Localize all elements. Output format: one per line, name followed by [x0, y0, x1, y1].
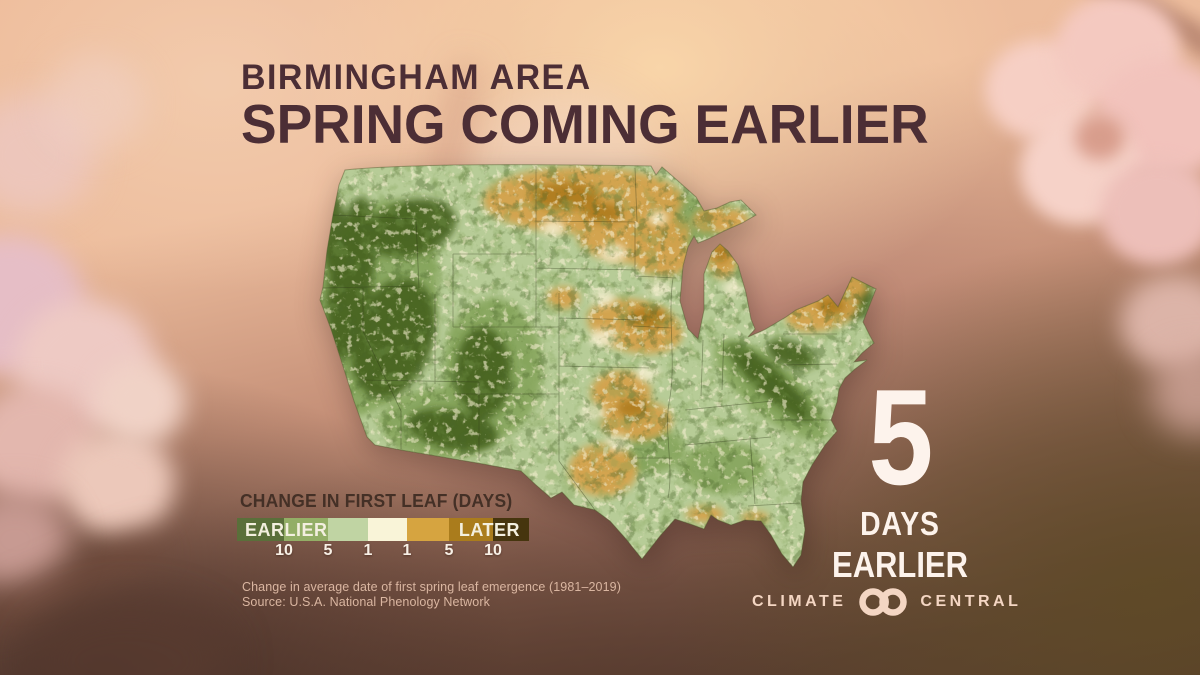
us-map-fill [320, 164, 876, 568]
us-outline [319, 164, 877, 568]
blossom-top-left-2 [45, 55, 145, 150]
logo-word-climate: CLIMATE [752, 593, 847, 610]
legend-later-label: LATER [458, 520, 520, 540]
logo-word-central: CENTRAL [920, 593, 1022, 610]
legend-tick: 1 [402, 542, 412, 559]
legend-seg-later-5 [449, 518, 493, 541]
stat-block: 5 DAYS EARLIER [824, 361, 975, 586]
page-title: SPRING COMING EARLIER [241, 93, 929, 155]
legend-seg-earlier-1 [328, 518, 368, 541]
source-note: Change in average date of first spring l… [242, 580, 621, 611]
legend-seg-earlier-10 [237, 518, 284, 541]
stat-unit-days: DAYS [860, 505, 940, 543]
stat-value: 5 [868, 361, 933, 513]
legend-seg-later-1 [407, 518, 449, 541]
blossom-left-4 [60, 430, 175, 535]
legend-seg-neutral [368, 518, 407, 541]
legend-tick: 1 [363, 542, 373, 559]
us-first-leaf-map [303, 158, 883, 578]
state-borders [320, 166, 838, 511]
source-note-line1: Change in average date of first spring l… [242, 580, 621, 594]
interlocked-rings-icon [859, 588, 908, 616]
legend-color-bar: EARLIER LATER [237, 518, 529, 541]
legend-seg-earlier-5 [284, 518, 328, 541]
legend-tick: 5 [323, 542, 333, 559]
legend-seg-later-10 [493, 518, 529, 541]
climate-central-logo: CLIMATE CENTRAL [752, 587, 1021, 617]
legend-title: CHANGE IN FIRST LEAF (DAYS) [240, 491, 513, 511]
legend-earlier-label: EARLIER [245, 520, 328, 540]
legend-tick: 5 [444, 542, 454, 559]
blossom-left-5 [95, 360, 185, 445]
legend-tick: 10 [275, 542, 293, 559]
source-note-line2: Source: U.S.A. National Phenology Networ… [242, 595, 490, 610]
title-kicker: BIRMINGHAM AREA [241, 58, 592, 97]
legend-tick: 10 [484, 542, 502, 559]
stat-unit-earlier: EARLIER [832, 544, 968, 586]
us-map-svg [319, 164, 877, 568]
legend-ticks: 10 5 1 1 5 10 [237, 542, 529, 562]
blossom-tr-stamens [1075, 115, 1125, 160]
shadow-bottom-left [30, 600, 230, 675]
blossom-tr-petal-5 [1100, 160, 1200, 265]
